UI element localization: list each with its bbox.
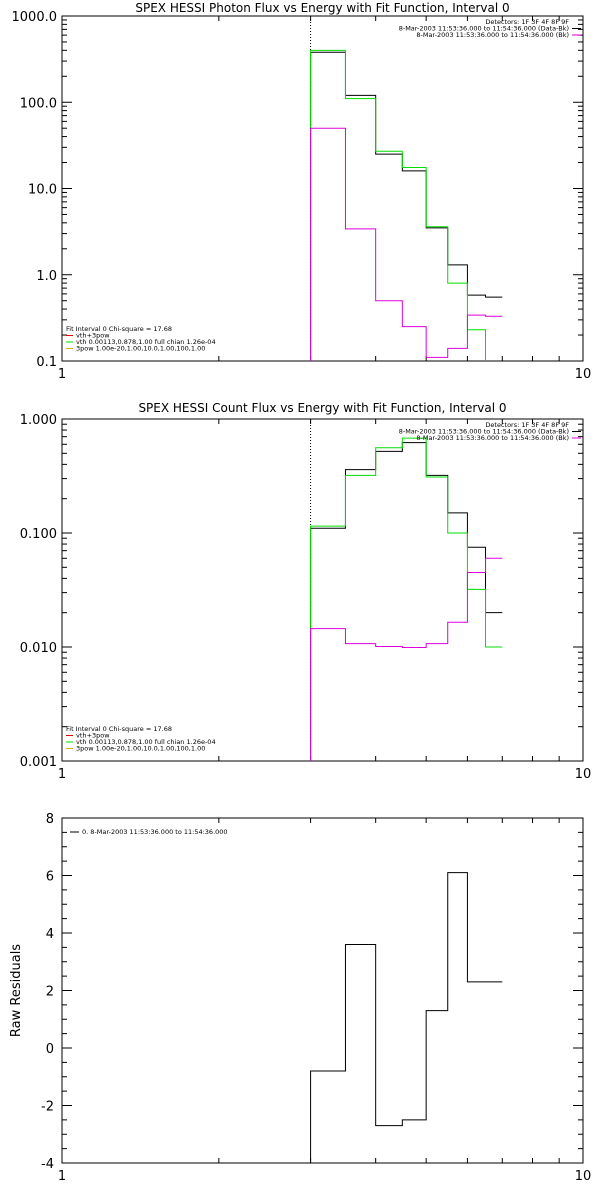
y-tick-label: 6 <box>46 870 54 885</box>
info-line: 8-Mar-2003 11:53:36.000 to 11:54:36.000 … <box>399 25 569 33</box>
fit-legend-line: vth 0.00113,0.878,1.00 full chian 1.26e-… <box>76 338 216 346</box>
series-1-step-line <box>310 437 503 761</box>
y-tick-label: 10.0 <box>28 183 57 198</box>
y-tick-label: 100.0 <box>20 96 57 111</box>
residual-legend: 0. 8-Mar-2003 11:53:36.000 to 11:54:36.0… <box>70 828 228 836</box>
info-line: 8-Mar-2003 11:53:36.000 to 11:54:36.000 … <box>399 428 569 436</box>
info-line: Detectors: 1F 3F 4F 8F 9F <box>485 421 569 429</box>
y-tick-label: 8 <box>46 812 54 827</box>
chart-title: SPEX HESSI Count Flux vs Energy with Fit… <box>138 401 506 415</box>
x-tick-label: 1 <box>58 767 66 782</box>
y-axis-label: Raw Residuals <box>9 944 24 1037</box>
y-tick-label: 1.0 <box>36 269 57 284</box>
info-line: 8-Mar-2003 11:53:36.000 to 11:54:36.000 … <box>416 434 569 442</box>
y-tick-label: 0.010 <box>20 641 57 656</box>
y-tick-label: 0.001 <box>20 755 57 770</box>
y-tick-label: 1.000 <box>20 413 57 428</box>
fit-legend-line: 3pow 1.00e-20,1.00,10.0,1.00,100,1.00 <box>76 345 205 353</box>
fit-legend-line: 3pow 1.00e-20,1.00,10.0,1.00,100,1.00 <box>76 745 205 753</box>
info-block: Detectors: 1F 3F 4F 8F 9F8-Mar-2003 11:5… <box>399 421 581 442</box>
info-block: Detectors: 1F 3F 4F 8F 9F8-Mar-2003 11:5… <box>399 18 581 39</box>
fit-legend: Fit Interval 0 Chi-square = 17.68vth+3po… <box>66 725 216 753</box>
plot-frame <box>61 418 584 762</box>
info-line: 8-Mar-2003 11:53:36.000 to 11:54:36.000 … <box>416 31 569 39</box>
y-tick-label: 0.100 <box>20 527 57 542</box>
plot-frame <box>61 15 584 362</box>
y-tick-label: 0 <box>46 1042 54 1057</box>
fit-legend: Fit Interval 0 Chi-square = 17.68vth+3po… <box>66 325 216 353</box>
data-series-group <box>310 49 503 361</box>
data-series-group <box>310 872 503 1163</box>
fit-legend-line: Fit Interval 0 Chi-square = 17.68 <box>66 725 172 733</box>
chart-title: SPEX HESSI Photon Flux vs Energy with Fi… <box>135 1 509 15</box>
y-tick-label: -4 <box>41 1157 54 1172</box>
fit-legend-line: vth 0.00113,0.878,1.00 full chian 1.26e-… <box>76 738 216 746</box>
x-tick-label: 10 <box>575 1169 592 1184</box>
series-2-step-line <box>310 557 503 761</box>
residual-legend-text: 0. 8-Mar-2003 11:53:36.000 to 11:54:36.0… <box>82 828 228 836</box>
y-tick-label: -2 <box>41 1100 54 1115</box>
x-tick-label: 10 <box>575 367 592 382</box>
info-line: Detectors: 1F 3F 4F 8F 9F <box>485 18 569 26</box>
x-tick-label: 1 <box>58 367 66 382</box>
x-tick-label: 10 <box>575 767 592 782</box>
y-tick-label: 1000.0 <box>12 10 58 25</box>
fit-legend-line: vth+3pow <box>76 732 110 740</box>
residuals-panel: 1 10 -4 -2 0 2 4 6 8 Raw Residuals 0. 8-Mar-2003 1… <box>9 812 591 1184</box>
y-tick-label: 2 <box>46 985 54 1000</box>
series-2-step-line <box>310 127 503 361</box>
count-flux-panel: SPEX HESSI Count Flux vs Energy with Fit… <box>20 401 591 782</box>
fit-legend-line: Fit Interval 0 Chi-square = 17.68 <box>66 325 172 333</box>
series-1-step-line <box>310 49 487 361</box>
x-tick-label: 1 <box>58 1169 66 1184</box>
y-tick-label: 4 <box>46 927 54 942</box>
plot-frame <box>61 817 584 1164</box>
series-0-step-line <box>310 442 503 761</box>
y-tick-label: 0.1 <box>36 355 57 370</box>
fit-legend-line: vth+3pow <box>76 332 110 340</box>
photon-flux-panel: SPEX HESSI Photon Flux vs Energy with Fi… <box>12 1 592 382</box>
series-0-step-line <box>310 872 503 1163</box>
data-series-group <box>310 437 503 761</box>
